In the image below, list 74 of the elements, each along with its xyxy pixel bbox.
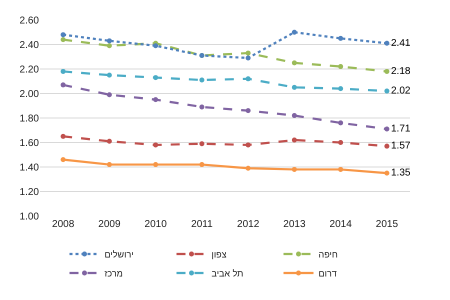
point <box>153 142 158 148</box>
point <box>292 30 297 35</box>
point <box>106 38 112 44</box>
legend-label: ירושלים <box>104 250 134 260</box>
x-tick-label: 2009 <box>98 219 121 230</box>
x-tick-label: 2015 <box>376 219 398 230</box>
point <box>338 64 344 70</box>
point <box>292 166 297 172</box>
point <box>246 166 251 171</box>
point <box>153 43 158 48</box>
point <box>384 170 390 176</box>
point <box>106 92 112 98</box>
point <box>106 138 112 144</box>
point <box>199 141 204 146</box>
point <box>246 76 251 82</box>
point <box>384 68 390 74</box>
y-tick-label: 2.60 <box>20 16 40 26</box>
legend-label: מרכז <box>104 268 123 279</box>
x-tick-label: 2011 <box>191 219 214 230</box>
x-tick-label: 2012 <box>237 219 260 230</box>
point <box>60 32 66 38</box>
point <box>246 55 251 60</box>
point <box>384 40 390 46</box>
legend-label: תל אביב <box>212 268 244 279</box>
point <box>60 82 66 88</box>
data-label: 1.35 <box>391 168 411 179</box>
point <box>153 75 158 80</box>
point <box>338 166 344 172</box>
point <box>384 126 390 132</box>
y-tick-label: 1.20 <box>20 187 40 198</box>
y-tick-label: 1.60 <box>20 138 40 149</box>
x-tick-label: 2008 <box>52 219 75 230</box>
point <box>292 84 297 90</box>
point <box>199 104 204 110</box>
point <box>338 86 344 92</box>
y-tick-label: 2.40 <box>20 40 40 51</box>
point <box>153 97 158 102</box>
legend-label: חיפה <box>318 250 338 260</box>
x-tick-label: 2010 <box>144 219 168 230</box>
point <box>106 72 112 78</box>
point <box>338 120 344 126</box>
point <box>199 162 204 168</box>
point <box>384 144 390 149</box>
point <box>199 78 204 83</box>
data-label: 2.41 <box>391 38 411 49</box>
y-tick-label: 2.20 <box>20 64 40 76</box>
point <box>246 108 251 114</box>
point <box>246 50 251 56</box>
point <box>292 138 297 143</box>
point <box>384 88 390 94</box>
y-tick-label: 1.00 <box>20 212 40 222</box>
legend-label: דרום <box>318 268 337 279</box>
data-label: 1.57 <box>391 140 411 152</box>
x-tick-label: 2014 <box>330 219 352 230</box>
point <box>153 162 158 168</box>
point <box>60 157 66 162</box>
point <box>338 36 344 41</box>
data-label: 2.18 <box>391 66 411 77</box>
point <box>106 162 112 168</box>
point <box>106 43 112 48</box>
point <box>60 68 66 74</box>
point <box>292 60 297 66</box>
legend-label: צפון <box>212 250 227 260</box>
y-tick-label: 2.00 <box>20 89 40 100</box>
point <box>60 37 66 42</box>
data-label: 1.71 <box>391 124 411 135</box>
y-tick-label: 1.80 <box>20 114 40 124</box>
point <box>246 142 251 148</box>
point <box>60 134 66 139</box>
point <box>338 140 344 145</box>
point <box>292 113 297 118</box>
y-tick-label: 1.40 <box>20 162 40 174</box>
data-label: 2.02 <box>391 86 411 97</box>
x-tick-label: 2013 <box>283 219 306 230</box>
